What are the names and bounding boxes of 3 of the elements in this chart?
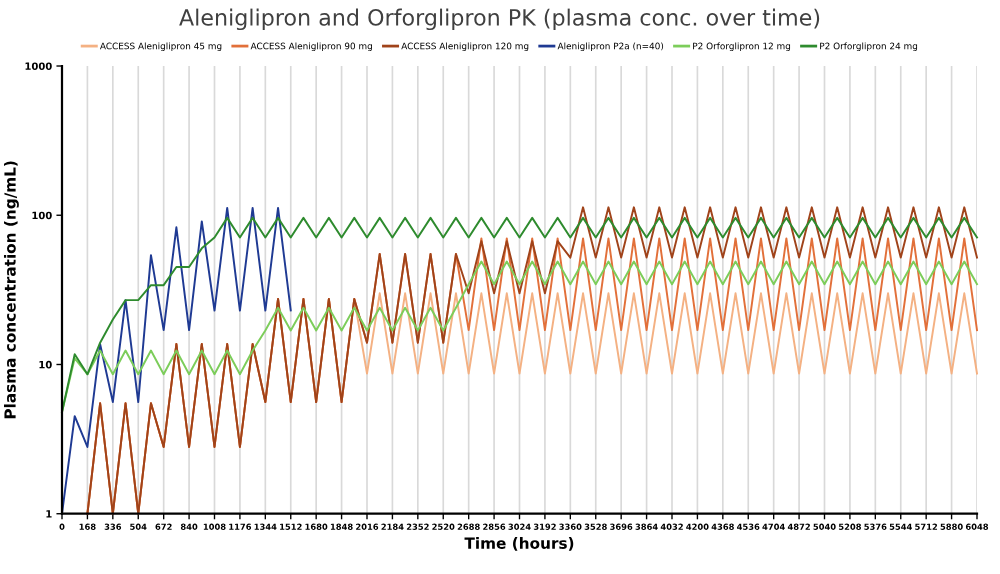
line-series bbox=[61, 216, 978, 414]
chart-title: Aleniglipron and Orforglipron PK (plasma conc. over time) bbox=[179, 8, 820, 31]
line-series bbox=[61, 206, 292, 515]
